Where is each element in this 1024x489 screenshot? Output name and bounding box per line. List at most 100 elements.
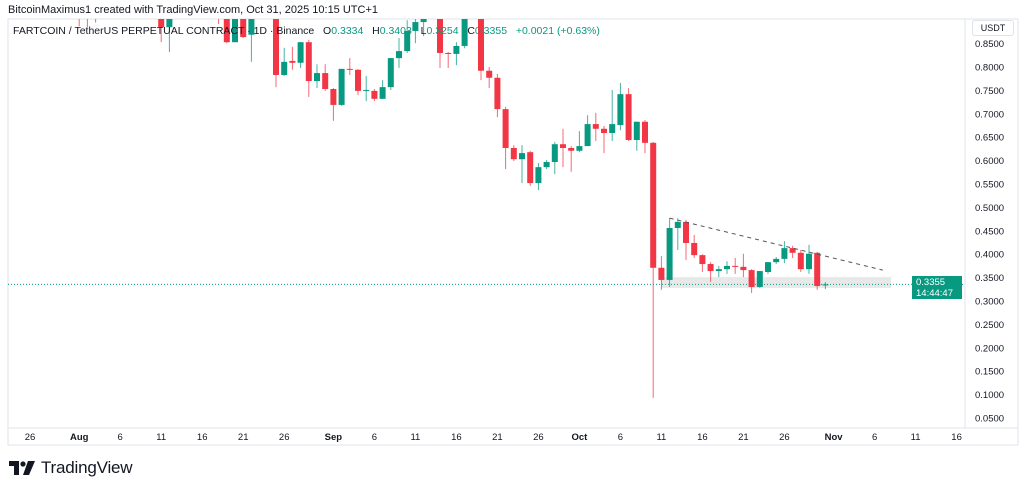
candle [543, 160, 550, 170]
candle-body [502, 109, 509, 148]
high-value: 0.3403 [379, 25, 412, 37]
candle [724, 261, 730, 274]
time-tick-label: 16 [697, 432, 708, 443]
candle-body [396, 51, 402, 59]
symbol-title[interactable]: FARTCOIN / TetherUS PERPETUAL CONTRACT ·… [13, 25, 315, 37]
candle [404, 20, 411, 53]
candle-body [322, 73, 329, 89]
candle [346, 58, 353, 75]
price-tick-label: 0.5500 [975, 180, 1004, 191]
time-tick-label: 11 [911, 432, 921, 443]
candle [371, 88, 378, 102]
candle-body [683, 221, 689, 243]
candle [535, 162, 542, 191]
candle-body [437, 19, 443, 53]
change-value: +0.0021 (+0.63%) [515, 25, 600, 37]
candle [691, 235, 698, 258]
candle-body [650, 142, 657, 268]
time-tick-label: 11 [410, 432, 420, 443]
candle [453, 42, 460, 66]
candle [223, 19, 230, 44]
tradingview-logo[interactable]: TradingView [9, 458, 133, 478]
candle [510, 145, 517, 162]
candle-body [601, 128, 607, 133]
candle-body [658, 267, 665, 280]
candle [379, 80, 386, 99]
candle [814, 251, 821, 290]
candle-body [281, 61, 288, 75]
candle-body [806, 253, 812, 270]
candle [551, 141, 558, 175]
candle-body [363, 89, 370, 91]
open-value: 0.3334 [331, 25, 364, 37]
candle-body [248, 19, 255, 35]
open-label: O [323, 25, 332, 37]
bar-countdown: 14:44:47 [916, 288, 953, 299]
candle-body [232, 19, 238, 43]
candle [748, 269, 755, 294]
candle [355, 68, 361, 96]
candle [437, 19, 443, 68]
candle [797, 249, 804, 272]
time-tick-label: Sep [325, 432, 343, 443]
currency-button[interactable]: USDT [972, 20, 1014, 36]
candle [486, 67, 493, 89]
candle [789, 245, 796, 258]
candle-body [642, 121, 648, 143]
candle [674, 218, 681, 250]
candle-body [158, 19, 165, 28]
time-tick-label: 16 [197, 432, 208, 443]
candle-body [789, 248, 796, 253]
candle-body [76, 4, 82, 9]
price-tick-label: 0.1000 [975, 390, 1004, 401]
candle [609, 89, 616, 141]
candle-body [494, 77, 501, 110]
candle-body [461, 19, 468, 46]
candle-body [535, 167, 542, 184]
candle [584, 115, 591, 147]
time-tick-label: 11 [656, 432, 666, 443]
support-zone [661, 277, 891, 288]
time-tick-label: 26 [279, 432, 290, 443]
candle [95, 19, 97, 23]
candle [412, 19, 419, 44]
time-tick-label: 21 [238, 432, 249, 443]
candle [305, 39, 312, 97]
candle [218, 19, 220, 24]
time-tick-label: Oct [571, 432, 588, 443]
candle-body [781, 248, 788, 259]
candle-body [724, 265, 730, 270]
candle-body [478, 19, 484, 71]
candle-body [699, 255, 706, 265]
candle [822, 282, 829, 290]
time-axis[interactable]: 26 Aug 6 11 16 21 26 Sep 6 11 16 21 26 Oct 6 11 16 21 26 No… [25, 432, 962, 443]
time-tick-label: 26 [25, 432, 36, 443]
candle [478, 19, 484, 81]
candle-body [674, 221, 681, 228]
price-tick-label: 0.8000 [975, 63, 1004, 74]
candle [494, 74, 501, 118]
candle-body [305, 42, 312, 82]
candle [806, 244, 812, 274]
candle [519, 145, 525, 184]
candle-body [707, 264, 714, 272]
price-tick-label: 0.2500 [975, 320, 1004, 331]
time-tick-label: 21 [738, 432, 749, 443]
candle [715, 265, 722, 278]
candle-body [740, 266, 747, 271]
candle [338, 68, 345, 106]
candle-body [584, 124, 591, 147]
candle-body [691, 242, 698, 256]
candle [773, 257, 780, 265]
candle [240, 19, 247, 38]
candle-body [387, 58, 394, 88]
tradingview-logo-text: TradingView [41, 458, 133, 477]
candle-body [338, 68, 345, 105]
candle [576, 131, 583, 153]
candle-body [773, 258, 780, 263]
chart-credit: BitcoinMaximus1 created with TradingView… [8, 4, 379, 16]
price-axis[interactable]: 0.0500 0.1000 0.1500 0.2000 0.2500 0.3000 0.35… [975, 39, 1004, 424]
candle-body [797, 252, 804, 270]
time-tick-label: 6 [872, 432, 877, 443]
